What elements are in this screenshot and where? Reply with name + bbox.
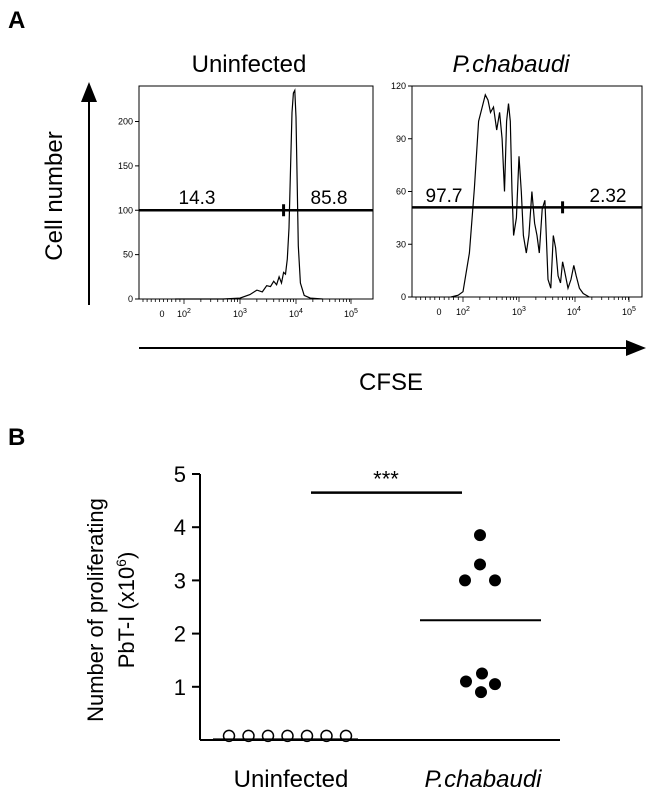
point-pchabaudi [489,678,501,691]
point-pchabaudi [459,574,471,587]
significance-label: *** [373,467,399,492]
y-axis-arrow-a [81,82,97,305]
x-tick-label: 103 [233,308,247,319]
y-tick-label: 0 [128,294,133,304]
panel-b-label: B [8,424,25,451]
y-tick-label-b: 4 [174,515,186,540]
x-axis-pchabaudi: 0 102 103 104 105 [415,297,636,317]
category-label-uninfected: Uninfected [234,766,349,793]
histogram-curve-pchabaudi [450,93,590,298]
plot-frame-uninfected [138,85,374,300]
gate-left-value-uninfected: 14.3 [179,188,216,209]
x-tick-label: 105 [344,308,358,319]
category-label-pchabaudi: P.chabaudi [425,766,543,793]
dot-plot: 1 2 3 4 5 *** Uninfected P.chabaudi [174,462,560,793]
y-axis-label-b-line1: Number of proliferating [83,498,108,722]
y-axis-label-b: Number of proliferating PbT-I (x106) [83,498,139,722]
x-tick-label: 104 [289,308,303,319]
x-tick-label: 104 [567,306,581,317]
x-tick-label: 102 [456,306,470,317]
y-axis-pchabaudi: 0 30 60 90 120 [391,81,412,302]
histogram-uninfected: Uninfected 0 50 100 150 200 0 102 103 104 105 14… [118,51,374,319]
y-tick-label: 0 [401,292,406,302]
y-axis-label-b-prefix: PbT-I (x10 [114,567,139,668]
point-pchabaudi [475,686,487,699]
x-tick-label: 105 [622,306,636,317]
x-tick-label: 103 [512,306,526,317]
y-tick-label: 30 [396,239,406,249]
x-tick-label: 0 [436,307,441,317]
x-tick-label: 0 [159,309,164,319]
y-tick-label: 60 [396,187,406,197]
panel-a-label: A [8,7,25,34]
point-pchabaudi [460,675,472,688]
y-tick-label: 90 [396,134,406,144]
histogram-pchabaudi: P.chabaudi 0 30 60 90 120 0 102 103 104 105 97.7… [391,51,643,317]
point-pchabaudi [474,529,486,542]
x-axis-arrow-a [139,340,646,356]
y-axis-label-b-suffix: ) [114,552,139,559]
y-tick-label-b: 3 [174,568,186,593]
x-tick-label: 102 [177,308,191,319]
y-tick-label-b: 5 [174,462,186,487]
gate-right-value-pchabaudi: 2.32 [590,186,627,207]
point-pchabaudi [476,667,488,680]
histogram-curve-uninfected [175,88,323,300]
gate-left-value-pchabaudi: 97.7 [426,186,463,207]
y-tick-label: 50 [123,250,133,260]
y-axis-b: 1 2 3 4 5 [174,462,200,700]
y-tick-label: 150 [118,161,133,171]
histogram-title-pchabaudi: P.chabaudi [453,51,571,78]
y-tick-label-b: 2 [174,622,186,647]
y-tick-label: 200 [118,117,133,127]
point-pchabaudi [489,574,501,587]
histogram-title-uninfected: Uninfected [192,51,307,78]
y-axis-label-b-exponent: 6 [113,559,129,567]
y-tick-label-b: 1 [174,675,186,700]
gate-right-value-uninfected: 85.8 [311,188,348,209]
y-tick-label: 100 [118,205,133,215]
data-points [222,529,501,743]
y-axis-uninfected: 0 50 100 150 200 [118,117,139,304]
y-axis-label-b-line2: PbT-I (x106) [113,552,139,669]
y-tick-label: 120 [391,81,406,91]
x-axis-uninfected: 0 102 103 104 105 [142,299,358,319]
x-axis-label-a: CFSE [359,369,423,396]
y-axis-label-a: Cell number [41,131,68,260]
point-pchabaudi [474,558,486,571]
mean-lines [213,619,541,741]
